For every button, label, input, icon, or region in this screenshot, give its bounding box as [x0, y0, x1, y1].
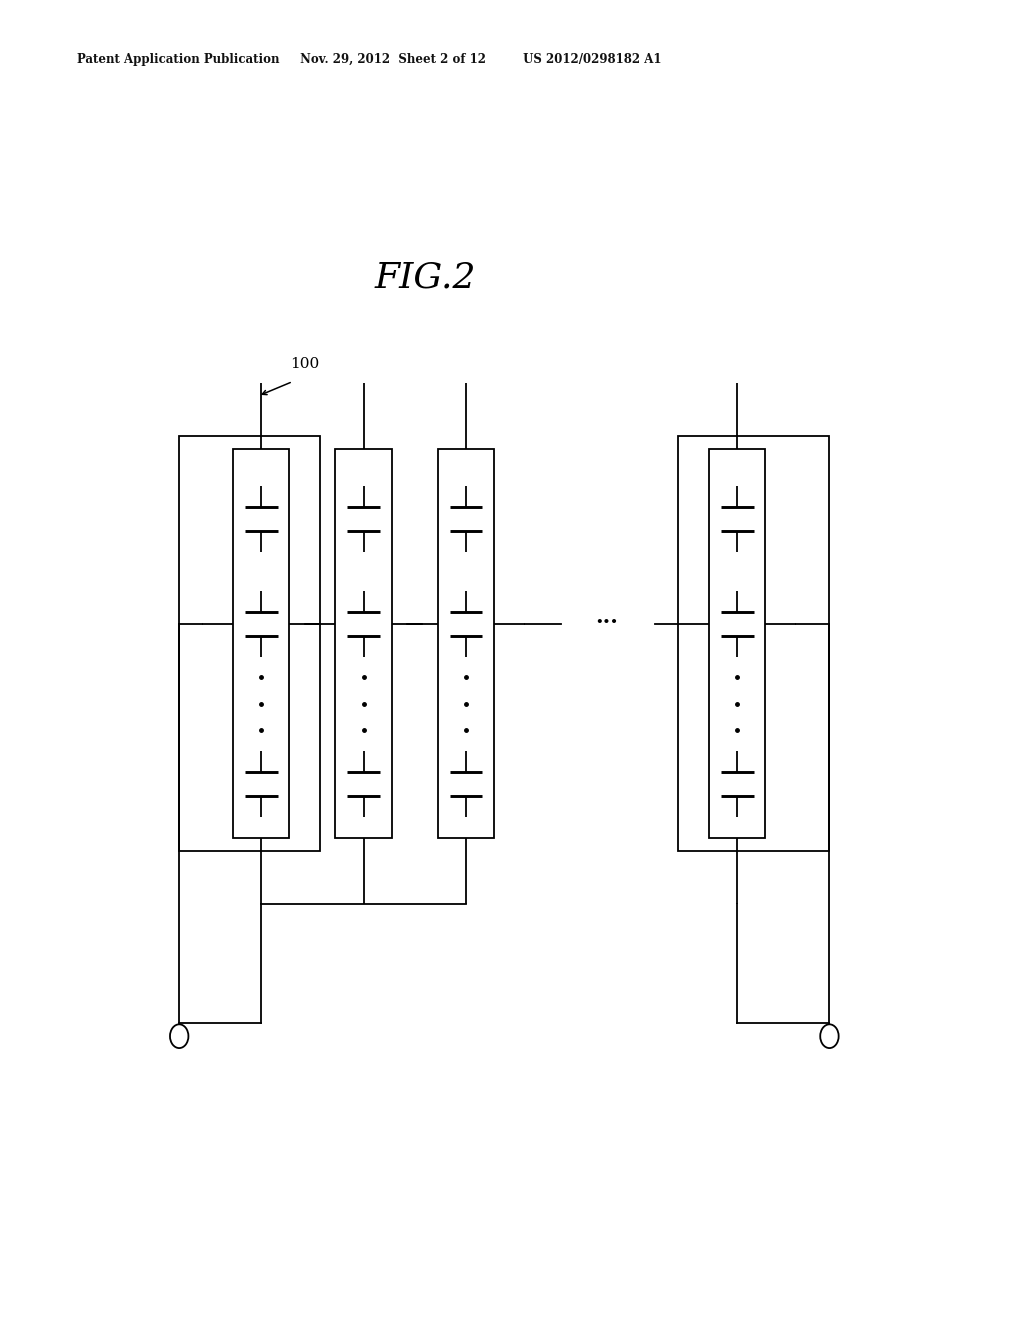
Text: FIG.2: FIG.2	[374, 260, 476, 294]
Bar	[233, 449, 290, 838]
Bar	[335, 449, 391, 838]
Bar	[678, 436, 829, 851]
Bar	[179, 436, 319, 851]
Bar	[709, 449, 766, 838]
Text: ...: ...	[595, 606, 617, 628]
Bar	[438, 449, 494, 838]
Text: Patent Application Publication     Nov. 29, 2012  Sheet 2 of 12         US 2012/: Patent Application Publication Nov. 29, …	[77, 53, 662, 66]
Text: 100: 100	[291, 358, 319, 371]
